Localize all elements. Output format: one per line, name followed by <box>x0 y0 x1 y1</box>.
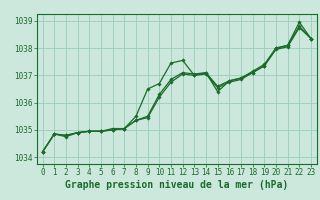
X-axis label: Graphe pression niveau de la mer (hPa): Graphe pression niveau de la mer (hPa) <box>65 180 288 190</box>
